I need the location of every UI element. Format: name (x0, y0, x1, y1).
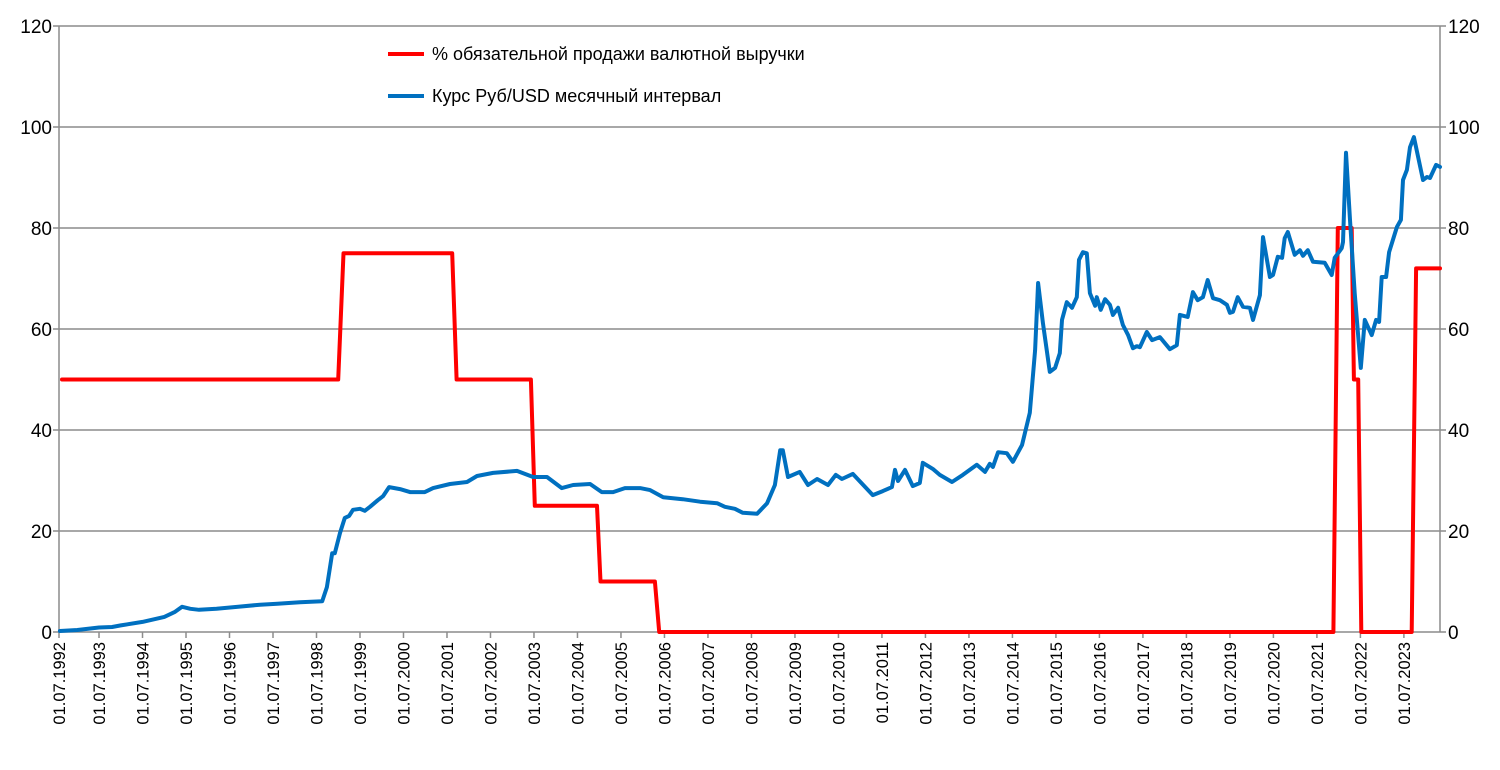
legend-label-rub-usd: Курс Руб/USD месячный интервал (432, 86, 721, 106)
x-tick-label: 01.07.2009 (787, 642, 805, 725)
x-tick-label: 01.07.2012 (917, 642, 935, 725)
x-tick-label: 01.07.2001 (439, 642, 457, 725)
x-tick-label: 01.07.1995 (178, 642, 196, 725)
x-tick-label: 01.07.2003 (526, 642, 544, 725)
series-lines (57, 135, 1442, 634)
x-tick-label: 01.07.2016 (1091, 642, 1109, 725)
x-tick-label: 01.07.2004 (569, 642, 587, 725)
x-tick-label: 01.07.1999 (352, 642, 370, 725)
y-tick-label-left: 120 (20, 17, 52, 38)
x-tick-label: 01.07.1994 (135, 642, 153, 725)
y-tick-label-left: 40 (31, 421, 52, 442)
x-tick-label: 01.07.1997 (265, 642, 283, 725)
x-tick-label: 01.07.2005 (613, 642, 631, 725)
y-tick-label-right: 0 (1448, 623, 1459, 644)
x-tick-label: 01.07.2019 (1222, 642, 1240, 725)
x-tick-label: 01.07.1998 (308, 642, 326, 725)
legend-label-mandatory-sale: % обязательной продажи валютной выручки (432, 44, 805, 64)
y-tick-label-left: 100 (20, 118, 52, 139)
y-tick-label-left: 20 (31, 522, 52, 543)
x-tick-label: 01.07.2013 (961, 642, 979, 725)
y-tick-label-right: 100 (1448, 118, 1480, 139)
x-tick-label: 01.07.2023 (1396, 642, 1414, 725)
x-tick-label: 01.07.1992 (51, 642, 69, 725)
x-tick-label: 01.07.2008 (743, 642, 761, 725)
x-tick-label: 01.07.1993 (91, 642, 109, 725)
x-tick-label: 01.07.2000 (395, 642, 413, 725)
y-axis-right-ticks: 0 20 40 60 80 100 120 (1448, 17, 1480, 644)
y-tick-label-right: 60 (1448, 320, 1469, 341)
y-tick-label-right: 120 (1448, 17, 1480, 38)
x-tick-label: 01.07.2002 (482, 642, 500, 725)
x-tick-label: 01.07.2015 (1048, 642, 1066, 725)
y-tick-label-left: 80 (31, 219, 52, 240)
y-tick-label-right: 20 (1448, 522, 1469, 543)
y-tick-label-left: 0 (41, 623, 52, 644)
x-tick-label: 01.07.2010 (830, 642, 848, 725)
y-axis-left-ticks: 0 20 40 60 80 100 120 (20, 17, 52, 644)
x-tick-label: 01.07.2007 (700, 642, 718, 725)
x-tick-label: 01.07.2011 (874, 642, 892, 723)
x-tick-label: 01.07.2014 (1004, 642, 1022, 725)
x-tick-label: 01.07.1996 (222, 642, 240, 725)
x-tick-label: 01.07.2021 (1309, 642, 1327, 725)
x-axis-ticks: 01.07.1992 01.07.1993 01.07.1994 01.07.1995… (51, 632, 1414, 725)
x-tick-label: 01.07.2017 (1135, 642, 1153, 725)
y-tick-label-left: 60 (31, 320, 52, 341)
legend: % обязательной продажи валютной выручки … (388, 44, 805, 106)
series-line-rub-usd-rate (57, 135, 1442, 633)
gridlines (53, 25, 1446, 532)
x-tick-label: 01.07.2020 (1265, 642, 1283, 725)
x-tick-label: 01.07.2022 (1352, 642, 1370, 725)
series-line-mandatory-sale-percent (60, 226, 1442, 634)
y-tick-label-right: 80 (1448, 219, 1469, 240)
x-tick-label: 01.07.2018 (1178, 642, 1196, 725)
x-tick-label: 01.07.2006 (656, 642, 674, 725)
y-tick-label-right: 40 (1448, 421, 1469, 442)
